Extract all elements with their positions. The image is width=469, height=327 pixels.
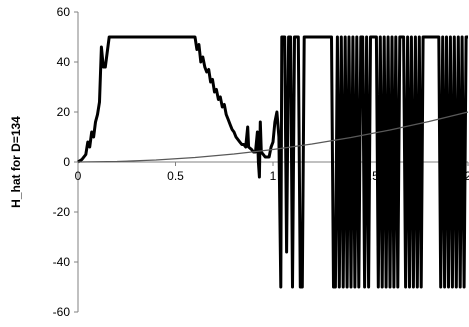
y-tick-label: -20	[53, 205, 71, 219]
series-line-1	[77, 35, 468, 289]
y-axis-title: H_hat for D=134	[9, 116, 23, 208]
series-group	[77, 35, 469, 289]
x-tick-label: 1	[270, 169, 277, 183]
y-tick-label: 40	[57, 55, 71, 69]
x-tick-label: 0.5	[167, 169, 184, 183]
y-tick-label: -40	[53, 255, 71, 269]
y-tick-label: 20	[57, 105, 71, 119]
x-tick-label: 0	[75, 169, 82, 183]
series-line-2	[77, 111, 469, 163]
x-tick-label: 2	[465, 169, 469, 183]
y-tick-label: -60	[53, 305, 71, 319]
y-tick-label: 0	[63, 155, 70, 169]
y-tick-label: 60	[57, 5, 71, 19]
